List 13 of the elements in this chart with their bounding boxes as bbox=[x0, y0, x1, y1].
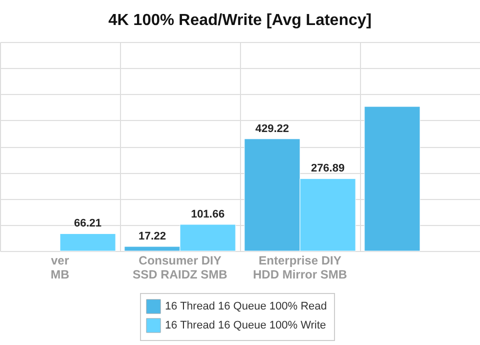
legend-label: 16 Thread 16 Queue 100% Read bbox=[165, 300, 327, 312]
x-tick-label: Enterprise DIY HDD Mirror SMB bbox=[252, 254, 348, 282]
data-label: 429.22 bbox=[255, 122, 290, 135]
x-tick-label: ver MB bbox=[50, 254, 70, 282]
data-label: 17.22 bbox=[138, 230, 166, 242]
bar bbox=[60, 233, 116, 252]
data-label: 101.66 bbox=[190, 208, 225, 220]
legend-label: 16 Thread 16 Queue 100% Write bbox=[165, 320, 326, 332]
x-tick-label: Consumer DIY SSD RAIDZ SMB bbox=[132, 254, 228, 282]
bar bbox=[364, 106, 420, 252]
data-label: 276.89 bbox=[310, 162, 345, 175]
data-label: 66.21 bbox=[74, 218, 102, 230]
chart-title: 4K 100% Read/Write [Avg Latency] bbox=[108, 12, 372, 29]
